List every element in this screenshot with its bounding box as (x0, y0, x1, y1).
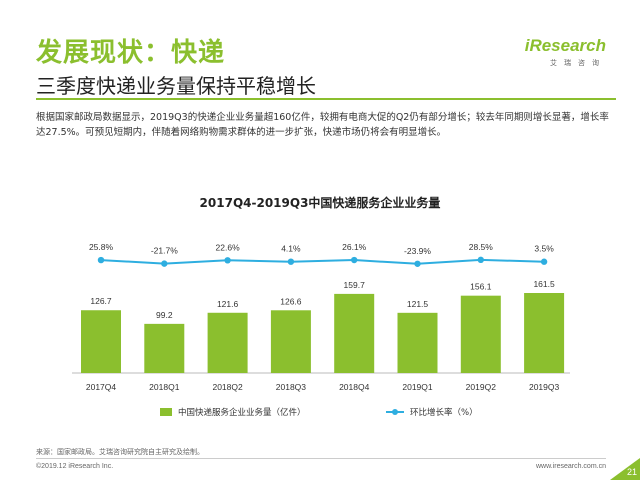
growth-rate-label: 3.5% (534, 244, 554, 254)
growth-rate-point (97, 256, 105, 264)
bar-2019Q1 (397, 312, 438, 373)
bar-2018Q4 (334, 293, 375, 373)
x-tick-label: 2018Q3 (276, 382, 307, 392)
bar-2017Q4 (81, 310, 121, 373)
x-tick-label: 2019Q2 (466, 382, 497, 392)
chart-canvas: 126.7 2017Q4 99.2 2018Q1 121.6 2018Q2 126.6 201… (72, 242, 570, 418)
page-title: 发展现状：快递 (36, 38, 226, 68)
copyright-text: ©2019.12 iResearch Inc. (36, 463, 114, 470)
bar-value-label: 126.7 (90, 296, 112, 306)
x-tick-label: 2018Q2 (212, 382, 243, 392)
growth-rate-label: 28.5% (469, 242, 494, 252)
bar-value-label: 99.2 (156, 310, 173, 320)
bar-2018Q3 (270, 310, 311, 373)
x-tick-label: 2019Q3 (529, 382, 560, 392)
growth-rate-point (540, 258, 548, 265)
x-tick-label: 2018Q4 (339, 382, 370, 392)
title-divider (36, 98, 616, 100)
growth-rate-point (414, 260, 421, 267)
growth-rate-point (161, 260, 168, 267)
bar-value-label: 121.5 (407, 299, 429, 309)
iresearch-logo: iResearch 艾瑞咨询 (525, 36, 606, 68)
growth-rate-point (224, 257, 231, 264)
bar-value-label: 126.6 (280, 296, 302, 306)
page-number-badge: 21 (606, 458, 640, 480)
logo-subtext: 艾瑞咨询 (550, 59, 606, 67)
bar-2019Q2 (460, 295, 501, 373)
growth-rate-label: 26.1% (342, 242, 367, 252)
bar-2019Q3 (524, 293, 565, 373)
growth-rate-label: -21.7% (151, 246, 178, 256)
x-tick-label: 2019Q1 (402, 382, 433, 392)
x-tick-label: 2018Q1 (149, 382, 180, 392)
bar-value-label: 121.6 (217, 299, 239, 309)
legend-marker-line (392, 409, 398, 415)
growth-rate-point (477, 256, 484, 264)
growth-rate-point (287, 258, 295, 265)
x-tick-label: 2017Q4 (86, 382, 117, 392)
legend-swatch-bar (160, 408, 172, 416)
bar-value-label: 156.1 (470, 282, 492, 292)
footer-divider (36, 458, 606, 459)
growth-rate-label: 25.8% (89, 242, 114, 252)
growth-rate-label: 4.1% (281, 244, 301, 254)
growth-rate-label: -23.9% (404, 246, 431, 256)
source-note: 来源：国家邮政局。艾瑞咨询研究院自主研究及绘制。 (36, 448, 204, 456)
website-text: www.iresearch.com.cn (535, 463, 606, 470)
growth-rate-point (351, 256, 358, 264)
growth-rate-label: 22.6% (216, 242, 241, 252)
page-corner-shape (610, 458, 640, 480)
legend-label-line: 环比增长率（%） (410, 407, 478, 418)
legend-label-bar: 中国快递服务企业业务量（亿件） (178, 407, 306, 418)
growth-rate-line (100, 258, 545, 265)
bar-value-label: 159.7 (344, 280, 366, 290)
page-subtitle: 三季度快递业务量保持平稳增长 (36, 74, 316, 98)
bar-2018Q2 (207, 312, 248, 373)
page-description: 根据国家邮政局数据显示，2019Q3的快递企业业务量超160亿件，较拥有电商大促… (36, 112, 609, 138)
chart-title: 2017Q4-2019Q3中国快递服务企业业务量 (199, 196, 441, 210)
logo-text: iResearch (524, 36, 606, 55)
bar-value-label: 161.5 (533, 279, 555, 289)
bar-2018Q1 (144, 323, 185, 373)
page-number: 21 (626, 467, 637, 477)
